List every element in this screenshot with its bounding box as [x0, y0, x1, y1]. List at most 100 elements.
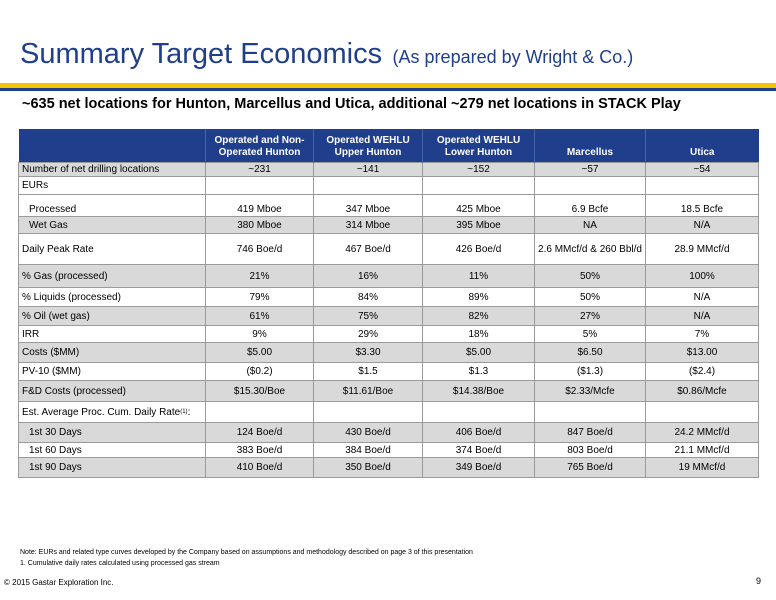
- table-cell: 27%: [534, 306, 646, 326]
- row-label: 1st 60 Days: [18, 442, 206, 458]
- row-label-cum-rate: Est. Average Proc. Cum. Daily Rate(1):: [18, 401, 206, 423]
- table-row: Est. Average Proc. Cum. Daily Rate(1):: [18, 401, 759, 423]
- table-cell: N/A: [645, 287, 759, 307]
- row-label: % Gas (processed): [18, 264, 206, 288]
- table-row: Costs ($MM) $5.00 $3.30 $5.00 $6.50 $13.00: [18, 342, 759, 363]
- table-cell: $15.30/Boe: [205, 380, 314, 402]
- table-row: F&D Costs (processed) $15.30/Boe $11.61/B…: [18, 380, 759, 402]
- table-row: Number of net drilling locations ~231 ~14…: [18, 162, 759, 177]
- table-cell: 347 Mboe: [313, 194, 423, 217]
- navy-divider: [0, 88, 776, 91]
- table-cell: 100%: [645, 264, 759, 288]
- table-cell: 84%: [313, 287, 423, 307]
- table-cell: 350 Boe/d: [313, 457, 423, 478]
- table-cell: $5.00: [422, 342, 535, 363]
- table-cell: ($0.2): [205, 362, 314, 381]
- table-cell: 6.9 Bcfe: [534, 194, 646, 217]
- table-cell: 18.5 Bcfe: [645, 194, 759, 217]
- column-header: Utica: [645, 129, 759, 163]
- row-label: % Liquids (processed): [18, 287, 206, 307]
- row-label: Wet Gas: [18, 216, 206, 234]
- table-cell: 395 Mboe: [422, 216, 535, 234]
- table-cell: 50%: [534, 264, 646, 288]
- table-cell: 430 Boe/d: [313, 422, 423, 443]
- notes: Note: EURs and related type curves devel…: [20, 547, 473, 569]
- table-cell: 406 Boe/d: [422, 422, 535, 443]
- table-row: Processed 419 Mboe 347 Mboe 425 Mboe 6.9 Bc…: [18, 194, 759, 217]
- table-cell: 349 Boe/d: [422, 457, 535, 478]
- table-cell: $1.5: [313, 362, 423, 381]
- table-row: % Liquids (processed) 79% 84% 89% 50% N/A: [18, 287, 759, 307]
- table-cell: ($1.3): [534, 362, 646, 381]
- row-label: IRR: [18, 325, 206, 343]
- column-header: Operated and Non- Operated Hunton: [205, 129, 314, 163]
- table-cell: 314 Mboe: [313, 216, 423, 234]
- table-row: 1st 90 Days 410 Boe/d 350 Boe/d 349 Boe/d 7…: [18, 457, 759, 478]
- table-cell: 803 Boe/d: [534, 442, 646, 458]
- table-cell: 7%: [645, 325, 759, 343]
- table-cell: ~141: [313, 162, 423, 177]
- column-header: Operated WEHLU Upper Hunton: [313, 129, 423, 163]
- row-label: % Oil (wet gas): [18, 306, 206, 326]
- row-label-eurs: EURs: [18, 176, 206, 195]
- table-cell: 9%: [205, 325, 314, 343]
- table-cell: 425 Mboe: [422, 194, 535, 217]
- table-cell: $6.50: [534, 342, 646, 363]
- table-cell: 383 Boe/d: [205, 442, 314, 458]
- table-cell: $2.33/Mcfe: [534, 380, 646, 402]
- table-row: PV-10 ($MM) ($0.2) $1.5 $1.3 ($1.3) ($2.4): [18, 362, 759, 381]
- table-cell: ~231: [205, 162, 314, 177]
- table-cell: 16%: [313, 264, 423, 288]
- footnote-text: 1. Cumulative daily rates calculated usi…: [20, 560, 220, 567]
- row-label: Number of net drilling locations: [18, 162, 206, 177]
- table-row: % Oil (wet gas) 61% 75% 82% 27% N/A: [18, 306, 759, 326]
- table-cell: N/A: [645, 306, 759, 326]
- table-cell: NA: [534, 216, 646, 234]
- table-cell: $1.3: [422, 362, 535, 381]
- row-label: Daily Peak Rate: [18, 233, 206, 265]
- table-cell: $0.86/Mcfe: [645, 380, 759, 402]
- table-row: IRR 9% 29% 18% 5% 7%: [18, 325, 759, 343]
- table-cell: 89%: [422, 287, 535, 307]
- table-cell: 467 Boe/d: [313, 233, 423, 265]
- table-cell: 2.6 MMcf/d & 260 Bbl/d: [534, 233, 646, 265]
- table-cell: ~54: [645, 162, 759, 177]
- table-cell: 419 Mboe: [205, 194, 314, 217]
- economics-table: Operated and Non- Operated Hunton Operate…: [18, 129, 759, 478]
- table-row: 1st 30 Days 124 Boe/d 430 Boe/d 406 Boe/d 8…: [18, 422, 759, 443]
- table-row: 1st 60 Days 383 Boe/d 384 Boe/d 374 Boe/d 8…: [18, 442, 759, 458]
- gold-divider: [0, 83, 776, 88]
- title-subtitle: (As prepared by Wright & Co.): [392, 47, 634, 67]
- headline: ~635 net locations for Hunton, Marcellus…: [22, 96, 681, 112]
- row-label: 1st 90 Days: [18, 457, 206, 478]
- table-cell: 50%: [534, 287, 646, 307]
- cum-rate-label: Est. Average Proc. Cum. Daily Rate: [22, 406, 181, 418]
- table-cell: 21%: [205, 264, 314, 288]
- row-label: F&D Costs (processed): [18, 380, 206, 402]
- table-cell: $11.61/Boe: [313, 380, 423, 402]
- table-cell: 19 MMcf/d: [645, 457, 759, 478]
- table-cell: ~57: [534, 162, 646, 177]
- column-header: Marcellus: [534, 129, 646, 163]
- note-text: Note: EURs and related type curves devel…: [20, 549, 473, 556]
- table-cell: 746 Boe/d: [205, 233, 314, 265]
- table-cell: 21.1 MMcf/d: [645, 442, 759, 458]
- table-cell: $13.00: [645, 342, 759, 363]
- table-row: Daily Peak Rate 746 Boe/d 467 Boe/d 426 Bo…: [18, 233, 759, 265]
- title-main: Summary Target Economics: [20, 38, 383, 70]
- column-header: Operated WEHLU Lower Hunton: [422, 129, 535, 163]
- table-cell: 18%: [422, 325, 535, 343]
- table-cell: 82%: [422, 306, 535, 326]
- copyright: © 2015 Gastar Exploration Inc.: [4, 578, 114, 587]
- table-cell: $14.38/Boe: [422, 380, 535, 402]
- cum-rate-suffix: :: [187, 406, 191, 418]
- column-header-label: [18, 129, 206, 163]
- table-row: % Gas (processed) 21% 16% 11% 50% 100%: [18, 264, 759, 288]
- table-cell: 11%: [422, 264, 535, 288]
- table-cell: 79%: [205, 287, 314, 307]
- table-cell: 410 Boe/d: [205, 457, 314, 478]
- row-label: Processed: [18, 194, 206, 217]
- row-label: Costs ($MM): [18, 342, 206, 363]
- page-title: Summary Target Economics (As prepared by…: [20, 38, 633, 71]
- table-cell: 24.2 MMcf/d: [645, 422, 759, 443]
